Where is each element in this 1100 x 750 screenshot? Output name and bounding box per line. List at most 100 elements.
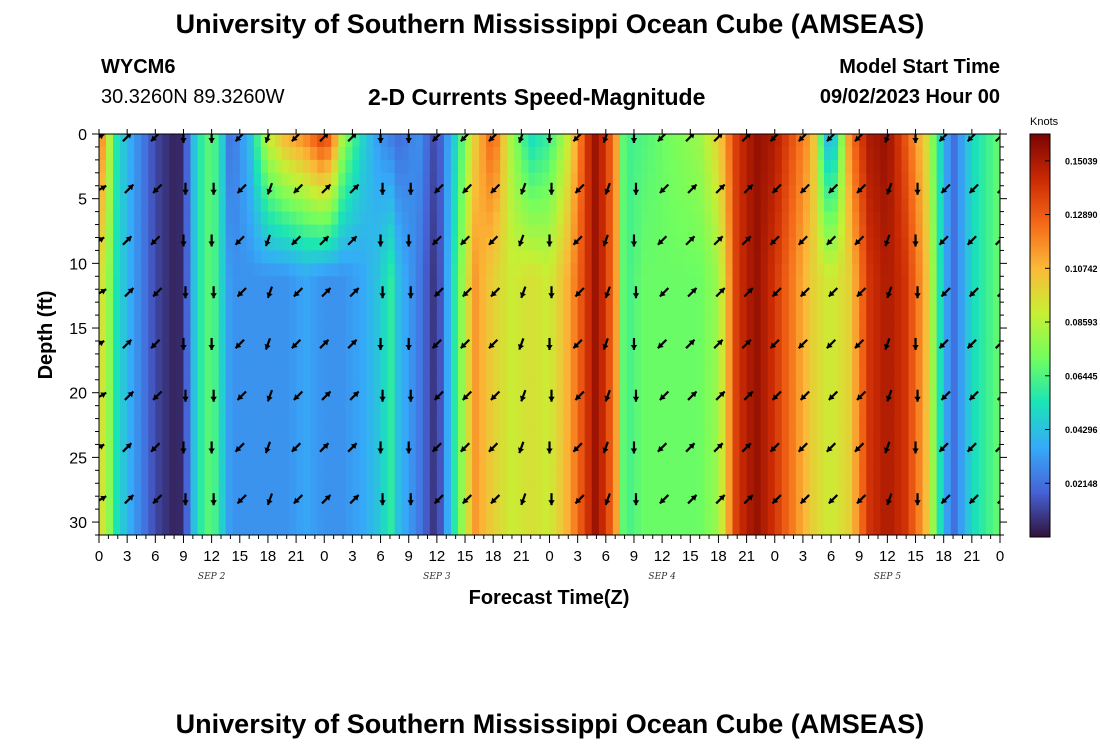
heatmap-cell <box>331 340 339 355</box>
colorbar-tick-label: 0.08593 <box>1065 318 1098 328</box>
heatmap-cell <box>873 159 881 174</box>
heatmap-cell <box>859 134 867 148</box>
heatmap-cell <box>809 250 818 264</box>
heatmap-cell <box>584 470 593 484</box>
current-arrow <box>572 235 583 246</box>
heatmap-cell <box>253 444 262 458</box>
current-arrow <box>462 183 473 194</box>
heatmap-cell <box>359 159 368 174</box>
heatmap-cell <box>929 483 938 497</box>
heatmap-cell <box>401 198 410 213</box>
heatmap-cell <box>563 159 572 174</box>
heatmap-cell <box>549 328 558 342</box>
heatmap-cell <box>774 353 783 368</box>
heatmap-cell <box>978 418 987 433</box>
heatmap-cell <box>183 496 192 510</box>
heatmap-cell <box>739 483 748 497</box>
heatmap-cell <box>450 250 459 264</box>
heatmap-cell <box>648 431 656 446</box>
heatmap-cell <box>683 250 691 264</box>
heatmap-cell <box>401 185 410 200</box>
heatmap-cell <box>113 379 121 394</box>
heatmap-cell <box>598 172 607 187</box>
current-arrow <box>854 338 865 349</box>
heatmap-cell <box>436 353 445 368</box>
current-arrow <box>319 442 330 453</box>
heatmap-cell <box>788 470 797 484</box>
current-arrow <box>517 441 525 454</box>
heatmap-cell <box>197 146 206 161</box>
heatmap-cell <box>556 405 565 420</box>
heatmap-cell <box>845 483 853 497</box>
heatmap-cell <box>317 263 325 277</box>
current-arrow <box>602 441 609 454</box>
heatmap-cell <box>838 509 846 523</box>
heatmap-cell <box>162 276 170 290</box>
heatmap-cell <box>711 302 720 316</box>
heatmap-cell <box>514 302 522 316</box>
heatmap-cell <box>887 457 896 471</box>
current-arrow <box>687 494 698 505</box>
heatmap-cell <box>443 392 452 407</box>
heatmap-cell <box>809 134 818 148</box>
heatmap-cell <box>887 470 896 484</box>
heatmap-cell <box>366 366 375 381</box>
heatmap-cell <box>626 522 635 535</box>
current-arrow <box>685 235 696 246</box>
current-arrow <box>546 441 553 454</box>
heatmap-cell <box>739 496 748 510</box>
heatmap-cell <box>127 522 135 535</box>
heatmap-cell <box>366 211 375 226</box>
heatmap-cell <box>218 340 227 355</box>
heatmap-cell <box>795 172 804 187</box>
heatmap-cell <box>436 405 445 420</box>
heatmap-cell <box>472 315 480 329</box>
heatmap-cell <box>317 276 325 290</box>
heatmap-cell <box>584 509 593 523</box>
heatmap-cell <box>528 418 537 433</box>
heatmap-cell <box>310 353 318 368</box>
heatmap-cell <box>183 172 192 187</box>
heatmap-cell <box>155 509 163 523</box>
heatmap-cell <box>612 328 621 342</box>
heatmap-cell <box>683 418 691 433</box>
heatmap-cell <box>612 405 621 420</box>
heatmap-cell <box>929 418 938 433</box>
heatmap-cell <box>106 379 114 394</box>
heatmap-cell <box>366 198 375 213</box>
heatmap-cell <box>169 250 178 264</box>
heatmap-cell <box>260 379 269 394</box>
heatmap-cell <box>873 315 881 329</box>
heatmap-cell <box>253 211 262 226</box>
heatmap-cell <box>739 379 748 394</box>
heatmap-cell <box>964 224 973 239</box>
heatmap-cell <box>845 353 853 368</box>
heatmap-cell <box>676 470 684 484</box>
current-arrow <box>99 288 107 295</box>
heatmap-cell <box>204 185 213 200</box>
heatmap-cell <box>831 405 839 420</box>
current-arrow <box>659 183 670 194</box>
heatmap-cell <box>760 146 769 161</box>
heatmap-cell <box>211 366 220 381</box>
heatmap-cell <box>331 211 339 226</box>
heatmap-cell <box>436 134 445 148</box>
heatmap-cell <box>641 470 649 484</box>
heatmap-cell <box>570 509 579 523</box>
heatmap-cell <box>324 172 332 187</box>
heatmap-cell <box>591 172 600 187</box>
heatmap-cell <box>669 366 677 381</box>
heatmap-cell <box>992 146 1000 161</box>
heatmap-cell <box>725 392 734 407</box>
current-arrow <box>884 134 891 144</box>
heatmap-cell <box>450 198 459 213</box>
heatmap-cell <box>274 146 283 161</box>
heatmap-cell <box>422 276 431 290</box>
heatmap-cell <box>296 237 304 252</box>
heatmap-cell <box>746 379 755 394</box>
heatmap-cell <box>211 457 220 471</box>
heatmap-cell <box>457 185 466 200</box>
heatmap-cell <box>577 224 586 239</box>
heatmap-cell <box>296 483 304 497</box>
heatmap-cell <box>655 224 663 239</box>
